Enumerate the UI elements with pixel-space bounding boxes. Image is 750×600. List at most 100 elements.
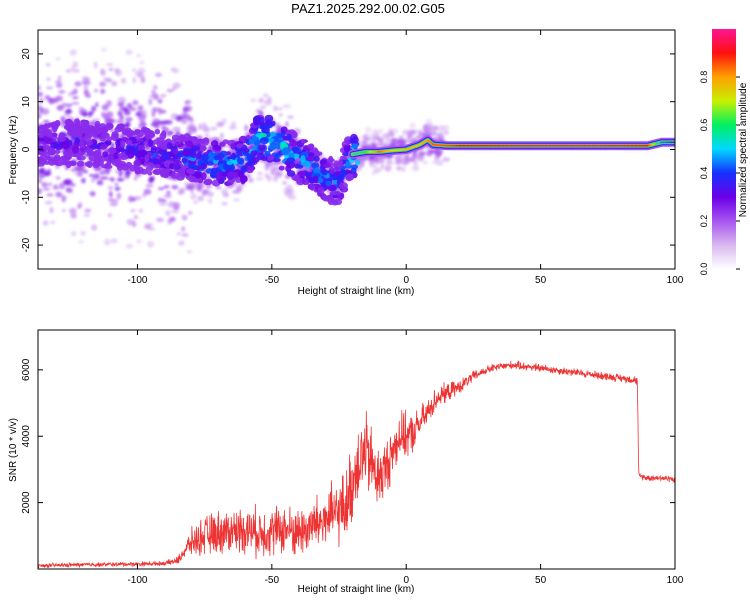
spectrogram-noise-blob [134,195,142,201]
spectrogram-noise-blob [371,170,377,176]
spectrogram-noise-blob [80,231,86,236]
spectrogram-noise-blob [433,126,439,130]
spectrogram-noise-blob [50,220,56,225]
spectrogram-noise-blob [278,112,284,117]
spectrogram-noise-blob [65,187,71,193]
spectrogram-noise-blob [187,211,193,215]
spectrogram-noise-blob [132,68,137,72]
spectrogram-noise-blob [201,189,207,197]
spectrogram-noise-blob [96,179,104,186]
spectrogram-ridge-core [427,139,430,142]
spectrogram-band-blob [38,161,45,167]
spectrogram-band-blob [76,155,82,160]
spectrogram-noise-blob [160,94,167,98]
spectrogram-band-blob [79,140,85,148]
spectrogram-noise-blob [39,97,44,104]
spectrogram-band-blob [328,167,335,175]
spectrogram-band-blob [269,141,278,149]
spectrogram-noise-blob [221,118,227,123]
spectrogram-band-blob [291,146,300,152]
spectrogram-noise-blob [163,185,170,189]
spectrogram-noise-blob [38,188,42,195]
spectrogram-band-blob [46,156,52,162]
spectrogram-noise-blob [151,91,156,96]
spectrogram-band-blob [160,142,169,150]
spectrogram-ridge-core [405,148,408,151]
spectrogram-noise-blob [425,150,433,156]
spectrogram-noise-blob [93,88,99,93]
spectrogram-noise-blob [38,177,43,184]
spectrogram-y-tick-label: -20 [21,237,32,252]
spectrogram-noise-blob [99,176,109,180]
spectrogram-band-blob [175,141,184,148]
spectrogram-noise-blob [99,168,106,173]
spectrogram-noise-blob [210,127,218,131]
spectrogram-band-blob [152,158,158,165]
spectrogram-noise-blob [169,217,176,222]
spectrogram-ridge-core [415,144,418,147]
spectrogram-noise-blob [407,133,411,140]
spectrogram-band-blob [200,162,207,167]
spectrogram-noise-blob [221,201,229,206]
spectrogram-band-blob [66,120,75,126]
spectrogram-band-blob [121,136,129,142]
spectrogram-noise-blob [202,125,210,132]
spectrogram-band-blob [145,165,154,172]
spectrogram-noise-blob [138,208,144,213]
spectrogram-x-tick-label: 100 [667,275,684,286]
spectrogram-band-blob [129,164,136,172]
spectrogram-noise-blob [70,230,77,237]
spectrogram-noise-blob [82,169,89,174]
spectrogram-band-blob [226,160,233,166]
spectrogram-noise-blob [158,202,168,206]
spectrogram-band-blob [125,139,133,145]
spectrogram-noise-blob [434,150,442,157]
spectrogram-band-blob [345,173,354,180]
spectrogram-y-tick-label: 0 [21,146,32,152]
spectrogram-noise-blob [437,159,444,166]
spectrogram-band-blob [166,142,173,150]
spectrogram-band-blob [139,160,146,165]
spectrogram-noise-blob [183,182,192,186]
spectrogram-noise-blob [287,115,294,119]
spectrogram-band-blob [100,132,110,139]
spectrogram-ridge-core [421,141,425,144]
spectrogram-band-blob [98,128,108,133]
spectrogram-y-tick-label: 20 [21,48,32,60]
spectrogram-noise-blob [157,120,165,125]
spectrogram-noise-blob [285,121,289,128]
spectrogram-band-blob [343,145,350,153]
spectrogram-y-tick-label: -10 [21,190,32,205]
spectrogram-noise-blob [77,169,83,175]
spectrogram-noise-blob [363,133,369,140]
spectrogram-ridge-core [419,143,422,146]
spectrogram-band-blob [105,122,114,130]
spectrogram-band-blob [354,160,361,166]
snr-x-tick-label: 50 [535,575,547,586]
spectrogram-noise-blob [388,130,395,136]
spectrogram-band-blob [52,125,58,133]
spectrogram-noise-blob [432,160,440,165]
spectrogram-band-blob [127,146,136,154]
spectrogram-noise-blob [105,100,112,107]
spectrogram-band-blob [230,143,236,150]
snr-plot-area [38,330,675,569]
spectrogram-noise-blob [61,208,66,213]
spectrogram-band-blob [239,175,248,183]
spectrogram-noise-blob [148,94,157,98]
spectrogram-band-blob [331,190,338,196]
spectrogram-noise-blob [190,193,197,200]
spectrogram-noise-blob [181,226,186,232]
spectrogram-band-blob [115,125,124,130]
spectrogram-noise-blob [380,164,386,168]
spectrogram-noise-blob [437,125,446,132]
spectrogram-band-blob [91,151,98,157]
spectrogram-band-blob [53,149,61,154]
spectrogram-band-blob [312,175,319,183]
spectrogram-noise-blob [232,190,239,194]
spectrogram-noise-blob [83,88,89,96]
spectrogram-band-blob [163,168,172,173]
spectrogram-noise-blob [413,160,418,166]
spectrogram-band-blob [301,178,310,186]
snr-x-tick-label: 0 [403,575,409,586]
